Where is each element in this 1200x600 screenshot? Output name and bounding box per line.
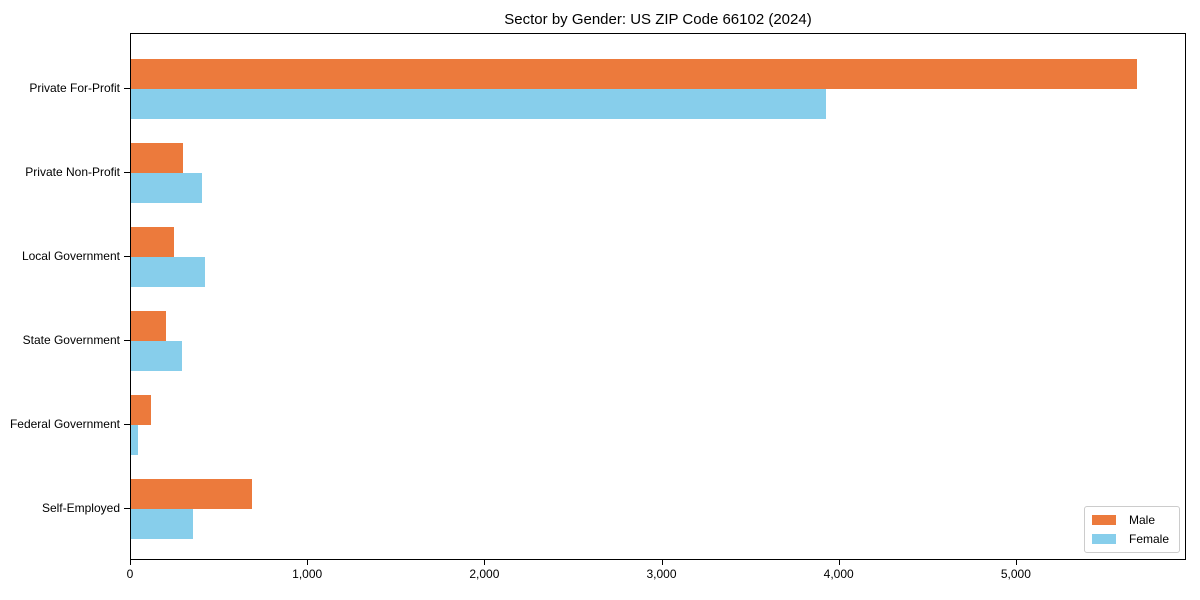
y-axis-label-4: Federal Government [9, 417, 120, 431]
x-tick-mark-5 [1015, 560, 1017, 565]
bar-female-4 [131, 425, 139, 455]
female-series-swatch [1091, 534, 1116, 544]
x-tick-mark-0 [130, 560, 131, 565]
plot-area: Male Female [130, 33, 1186, 560]
bar-male-2 [131, 227, 175, 257]
x-axis-label-1: 1,000 [292, 567, 323, 581]
y-axis-label-0: Private For-Profit [29, 81, 120, 95]
bar-male-3 [131, 311, 166, 341]
x-tick-mark-1 [307, 560, 309, 565]
y-axis-label-5: Self-Employed [41, 501, 120, 515]
y-axis-label-3: State Government [22, 333, 120, 347]
bar-female-2 [131, 257, 206, 287]
y-tick-mark-3 [124, 340, 130, 341]
y-axis-label-2: Local Government [21, 249, 120, 263]
chart-title: Sector by Gender: US ZIP Code 66102 (202… [504, 11, 812, 28]
x-axis-label-4: 4,000 [823, 567, 854, 581]
bar-male-5 [131, 479, 253, 509]
x-tick-mark-2 [484, 560, 486, 565]
x-axis-label-0: 0 [126, 567, 134, 581]
bar-female-0 [131, 89, 826, 119]
x-axis-label-5: 5,000 [1000, 567, 1031, 581]
male-series-swatch [1091, 515, 1116, 525]
bar-male-4 [131, 395, 151, 425]
bar-female-1 [131, 173, 202, 203]
y-tick-mark-4 [124, 424, 130, 425]
x-axis-label-3: 3,000 [646, 567, 677, 581]
x-tick-mark-3 [661, 560, 663, 565]
y-tick-mark-1 [124, 172, 130, 173]
legend-item-female: Female [1091, 532, 1169, 546]
legend-item-male: Male [1091, 513, 1169, 527]
legend-label-female: Female [1128, 532, 1169, 546]
bar-female-3 [131, 341, 183, 371]
y-tick-mark-0 [124, 88, 130, 89]
y-tick-mark-2 [124, 256, 130, 257]
x-tick-mark-4 [838, 560, 840, 565]
legend-label-male: Male [1128, 513, 1155, 527]
bar-male-1 [131, 143, 184, 173]
x-axis-label-2: 2,000 [469, 567, 500, 581]
legend: Male Female [1083, 506, 1180, 553]
bar-male-0 [131, 59, 1137, 89]
y-tick-mark-5 [124, 508, 130, 509]
y-axis-label-1: Private Non-Profit [25, 165, 120, 179]
bar-female-5 [131, 509, 193, 539]
